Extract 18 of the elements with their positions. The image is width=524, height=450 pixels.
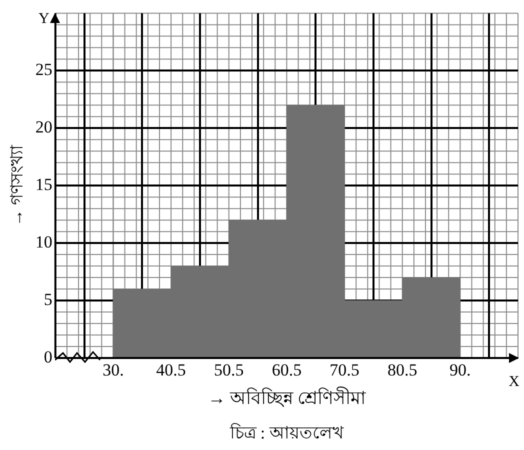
x-tick-label: 80.5	[387, 360, 418, 380]
x-tick-label: 60.5	[272, 360, 302, 380]
x-tick-label: 30.	[102, 360, 124, 380]
text: চিত্র : আয়তলেখ	[229, 422, 344, 442]
y-tick-label: 20	[35, 118, 52, 137]
text: X	[508, 374, 520, 390]
y-tick-label: 0	[44, 347, 52, 366]
y-tick-label: 10	[35, 232, 52, 252]
y-tick-label: 5	[44, 290, 52, 309]
y-axis-title: → গণসংখ্যা	[8, 144, 27, 226]
y-tick-label: 25	[35, 60, 52, 80]
x-axis-title: → অবিচ্ছিন্ন শ্রেণিসীমা	[208, 386, 367, 408]
x-tick-label: 70.5	[330, 360, 360, 380]
x-tick-label: 50.5	[214, 360, 244, 380]
x-tick-label: 90.	[450, 360, 471, 380]
x-tick-label: 40.5	[156, 360, 186, 380]
y-tick-label: 15	[35, 175, 52, 194]
text: Y	[38, 11, 50, 28]
